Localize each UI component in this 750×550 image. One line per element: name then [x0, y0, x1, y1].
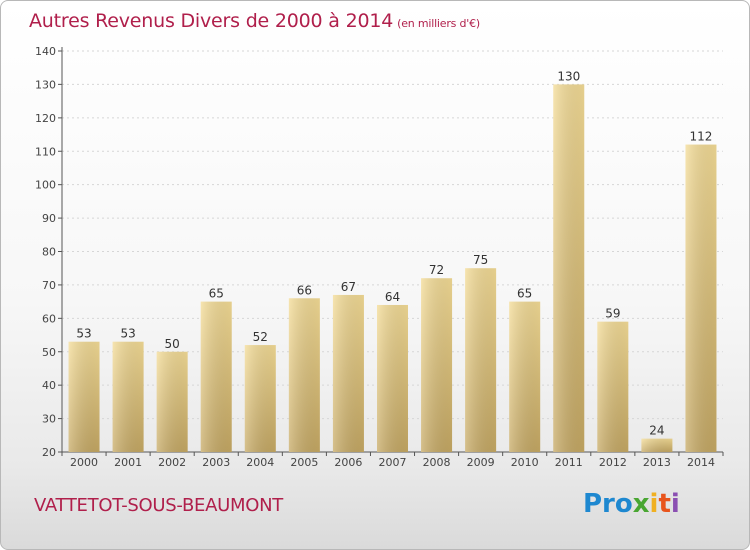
data-label: 66 — [297, 283, 312, 297]
bar-shade-2006 — [332, 294, 364, 452]
data-label: 24 — [649, 424, 664, 438]
y-tick-label: 110 — [35, 145, 56, 158]
bar-shade-2007 — [377, 304, 408, 452]
x-tick-label: 2013 — [643, 456, 671, 469]
bar-shade-2009 — [465, 268, 497, 452]
labels: 20 30 40 50 60 70 80 90 100 110 120 130 140 2000 53 200… — [35, 45, 715, 469]
bar-shade-2000 — [68, 341, 100, 452]
data-label: 75 — [473, 253, 488, 267]
bar-shade-2013 — [641, 438, 673, 452]
city-name: VATTETOT-SOUS-BEAUMONT — [34, 495, 283, 516]
y-tick-label: 50 — [42, 346, 56, 359]
bar-shade-2001 — [112, 341, 144, 452]
y-tick-label: 130 — [35, 78, 56, 91]
bar-shade-2002 — [156, 351, 188, 452]
bar-shade-2010 — [509, 301, 541, 452]
bars — [68, 84, 717, 453]
x-tick-label: 2014 — [687, 456, 715, 469]
x-tick-label: 2012 — [599, 456, 627, 469]
y-tick-label: 20 — [42, 446, 56, 459]
x-tick-label: 2002 — [158, 456, 186, 469]
y-tick-label: 120 — [35, 112, 56, 125]
data-label: 112 — [690, 130, 713, 144]
bar-shade-2003 — [200, 301, 232, 452]
data-label: 65 — [209, 287, 224, 301]
y-tick-label: 140 — [35, 45, 56, 58]
y-tick-label: 30 — [42, 413, 56, 426]
data-label: 53 — [120, 327, 135, 341]
chart-subtitle: (en milliers d'€) — [397, 17, 481, 30]
x-tick-label: 2011 — [555, 456, 583, 469]
bar-shade-2012 — [597, 321, 629, 452]
x-tick-label: 2009 — [467, 456, 495, 469]
bar-shade-2014 — [685, 144, 717, 453]
data-label: 53 — [76, 327, 91, 341]
data-label: 67 — [341, 280, 356, 294]
y-tick-label: 70 — [42, 279, 56, 292]
x-tick-label: 2010 — [511, 456, 539, 469]
y-tick-label: 80 — [42, 246, 56, 259]
chart-title: Autres Revenus Divers de 2000 à 2014 (en … — [29, 10, 480, 32]
x-tick-label: 2005 — [290, 456, 318, 469]
y-tick-label: 100 — [35, 179, 56, 192]
y-tick-label: 40 — [42, 379, 56, 392]
data-label: 50 — [165, 337, 180, 351]
bar-shade-2011 — [553, 84, 585, 453]
y-tick-label: 90 — [42, 212, 56, 225]
proxiti-logo: Proxiti — [583, 489, 680, 519]
bar-shade-2004 — [244, 345, 276, 452]
x-tick-label: 2000 — [70, 456, 98, 469]
x-tick-label: 2008 — [423, 456, 451, 469]
data-label: 59 — [605, 307, 620, 321]
chart-title-text: Autres Revenus Divers de 2000 à 2014 — [29, 10, 394, 32]
data-label: 130 — [557, 69, 580, 83]
bar-shade-2005 — [288, 298, 320, 452]
x-tick-label: 2006 — [334, 456, 362, 469]
x-tick-label: 2003 — [202, 456, 230, 469]
x-tick-label: 2007 — [379, 456, 407, 469]
data-label: 64 — [385, 290, 400, 304]
data-label: 72 — [429, 263, 444, 277]
data-label: 52 — [253, 330, 268, 344]
x-tick-label: 2001 — [114, 456, 142, 469]
data-label: 65 — [517, 287, 532, 301]
x-tick-label: 2004 — [246, 456, 274, 469]
bar-shade-2008 — [421, 278, 453, 452]
y-tick-label: 60 — [42, 312, 56, 325]
